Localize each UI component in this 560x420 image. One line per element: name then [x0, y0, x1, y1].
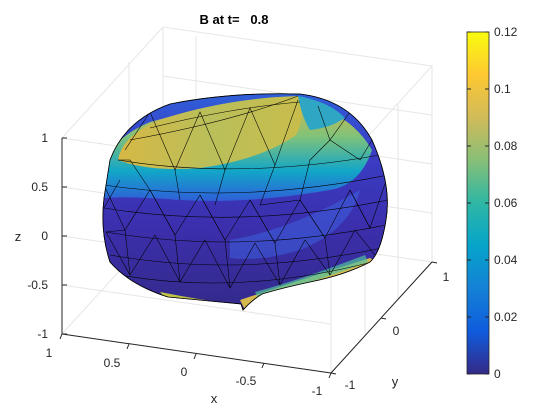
y-axis-label: y — [392, 374, 399, 389]
x-tick-label: -1 — [312, 384, 323, 398]
y-axis: -1 0 1 y — [330, 261, 450, 392]
y-tick-mark — [330, 372, 337, 375]
x-tick-mark — [328, 372, 332, 379]
chart-title: B at t= 0.8 — [200, 12, 269, 27]
x-tick-label: -0.5 — [236, 374, 257, 388]
z-tick-label: -1 — [37, 327, 48, 341]
x-tick-mark — [126, 343, 130, 350]
colorbar-tick-label: 0 — [494, 367, 501, 381]
z-tick-label: -0.5 — [27, 278, 48, 292]
colorbar-tick-label: 0.04 — [494, 253, 518, 267]
y-tick-mark — [431, 261, 438, 264]
y-tick-label: -1 — [345, 378, 356, 392]
z-axis: 1 0.5 0 -0.5 -1 z — [15, 131, 67, 341]
colorbar: 0.12 0.1 0.08 0.06 0.04 0.02 0 — [466, 25, 518, 381]
x-tick-label: 1 — [46, 346, 53, 360]
x-axis: 1 0.5 0 -0.5 -1 x — [46, 333, 332, 406]
surface-inner-opening — [118, 96, 302, 169]
z-tick-label: 0 — [41, 229, 48, 243]
x-tick-mark — [193, 353, 197, 360]
surface-right-lip — [298, 96, 345, 130]
x-tick-label: 0.5 — [104, 356, 121, 370]
y-tick-mark — [380, 317, 387, 320]
colorbar-tick-label: 0.08 — [494, 139, 518, 153]
z-tick-label: 0.5 — [31, 180, 48, 194]
colorbar-tick-label: 0.12 — [494, 25, 518, 39]
surface-mesh — [102, 93, 388, 311]
z-axis-label: z — [15, 229, 22, 244]
x-tick-mark — [59, 333, 63, 340]
x-tick-label: 0 — [181, 365, 188, 379]
x-axis-label: x — [211, 391, 218, 406]
colorbar-tick-label: 0.06 — [494, 196, 518, 210]
y-tick-label: 1 — [443, 270, 450, 284]
y-tick-label: 0 — [393, 324, 400, 338]
x-tick-mark — [261, 362, 265, 369]
colorbar-tick-label: 0.02 — [494, 310, 518, 324]
z-tick-label: 1 — [41, 131, 48, 145]
colorbar-tick-label: 0.1 — [494, 82, 511, 96]
